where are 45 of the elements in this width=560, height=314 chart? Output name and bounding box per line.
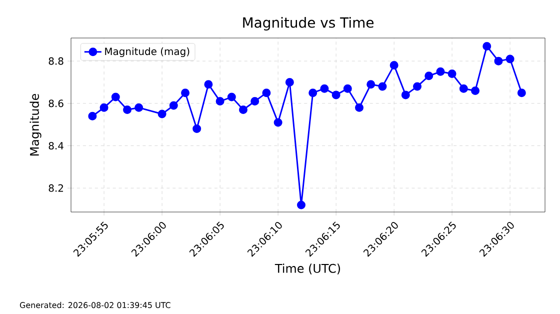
y-axis-title: Magnitude (30, 94, 42, 156)
point (366, 80, 376, 89)
point (482, 42, 492, 50)
point (181, 88, 190, 98)
point (308, 88, 318, 98)
point (274, 118, 282, 127)
y-tick-label: 8.2 (48, 184, 63, 192)
y-tick-label: 8.6 (48, 100, 64, 108)
point (517, 88, 526, 98)
point (285, 78, 294, 86)
y-tick-label: 8.4 (48, 142, 64, 150)
point (123, 106, 132, 114)
point (227, 92, 236, 102)
point (238, 106, 248, 114)
point (354, 103, 364, 112)
point (459, 84, 468, 93)
point (192, 124, 202, 134)
point (494, 56, 503, 66)
point (262, 88, 271, 98)
point (88, 112, 97, 120)
point (134, 103, 144, 112)
point (413, 82, 422, 91)
point (216, 97, 224, 106)
point (100, 103, 108, 112)
point (471, 86, 480, 95)
point (448, 70, 456, 78)
point (390, 61, 398, 70)
point (158, 110, 166, 118)
point (250, 97, 260, 106)
y-tick-label: 8.8 (48, 57, 64, 65)
point (204, 80, 213, 89)
point (401, 90, 410, 100)
legend-label: Magnitude (mag) (105, 47, 190, 58)
point (343, 84, 352, 93)
point (506, 54, 514, 64)
point (378, 82, 387, 91)
point (296, 200, 306, 210)
point (436, 67, 445, 76)
point (424, 72, 434, 80)
point (320, 84, 329, 93)
point (332, 90, 340, 100)
point (169, 101, 178, 110)
point (111, 92, 120, 102)
x-axis-title: Time (UTC) (274, 264, 340, 274)
chart-title: Magnitude vs Time (243, 17, 374, 30)
